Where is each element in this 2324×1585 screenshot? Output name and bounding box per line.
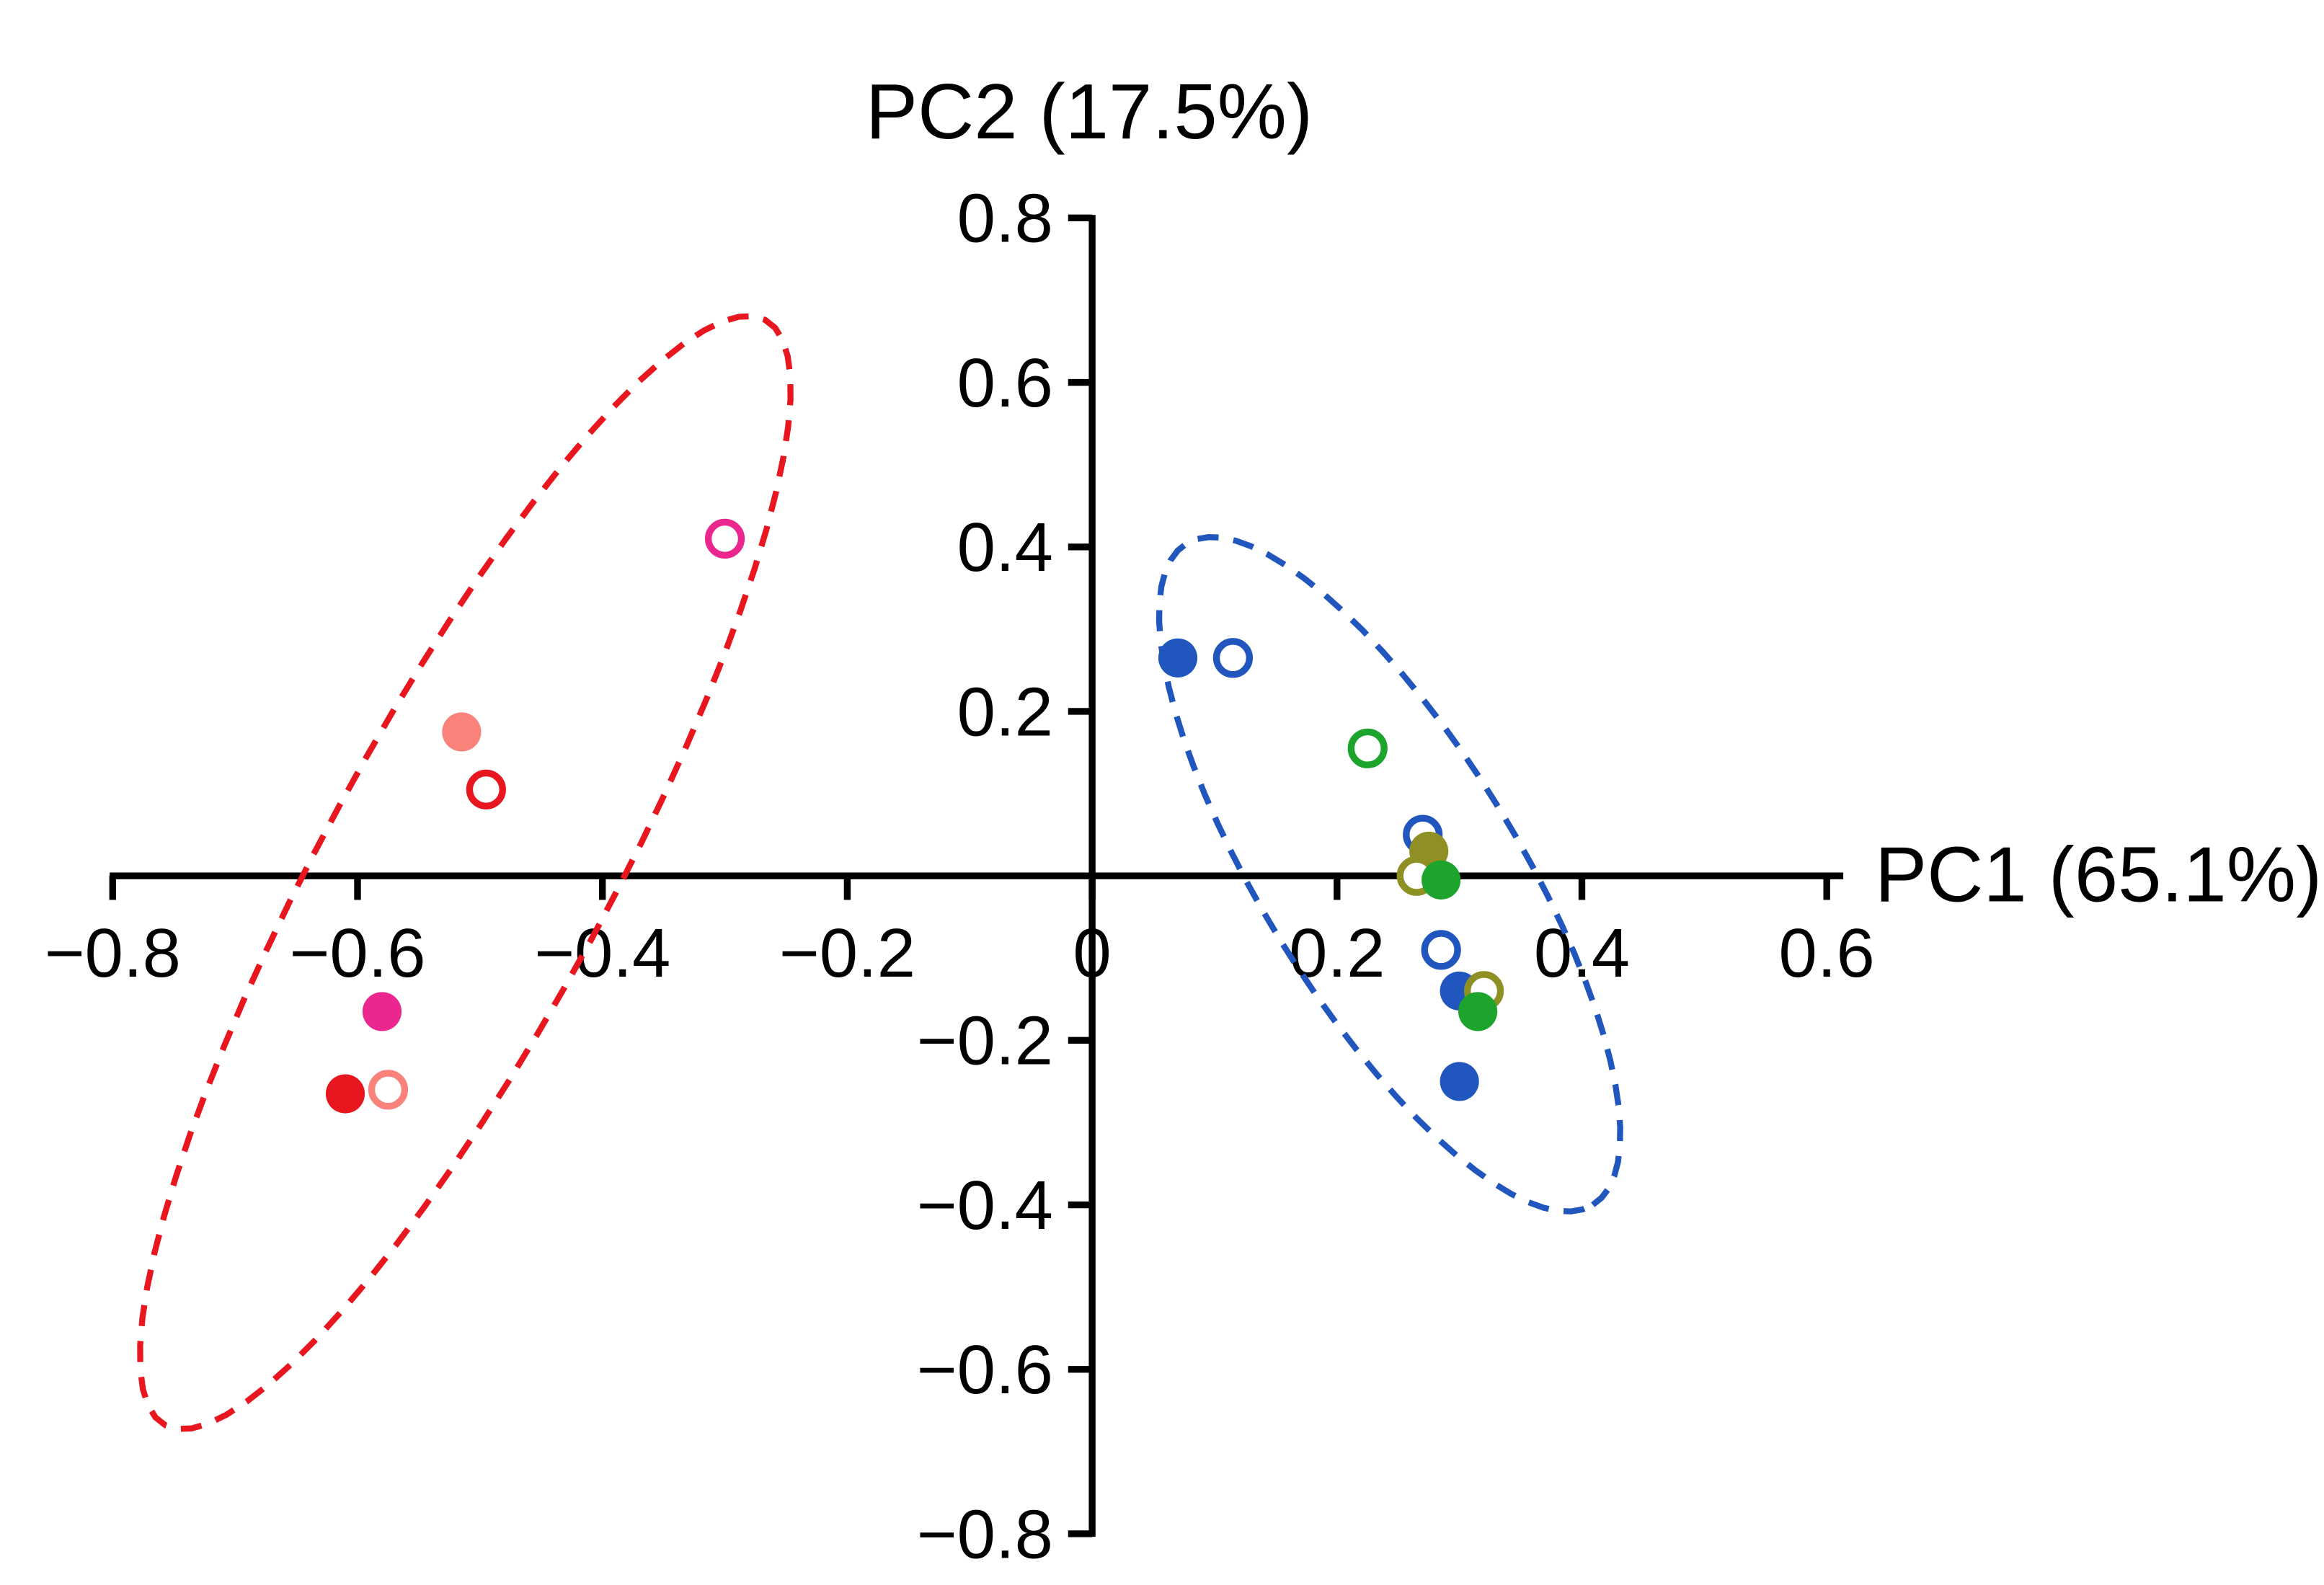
x-tick-label: −0.8 [45, 915, 181, 992]
data-point-green-open [1347, 728, 1388, 768]
data-point-blue-filled [1440, 1062, 1479, 1101]
data-point-red-filled [325, 1074, 365, 1114]
x-tick-label: −0.2 [779, 915, 915, 992]
data-point-blue-filled [1158, 638, 1198, 678]
data-point-blue-open [1212, 638, 1254, 678]
x-tick-label: −0.6 [289, 915, 425, 992]
data-point-pink-filled [362, 992, 402, 1031]
y-tick-label: −0.8 [917, 1496, 1053, 1573]
data-point-salmon-open [368, 1070, 409, 1110]
y-axis-title: PC2 (17.5%) [866, 68, 1313, 155]
y-tick-label: −0.6 [917, 1331, 1053, 1408]
y-tick-label: −0.2 [917, 1003, 1053, 1080]
x-tick-label: −0.4 [534, 915, 670, 992]
data-point-red-open [466, 769, 506, 809]
y-tick-label: 0.8 [957, 180, 1053, 257]
data-point-salmon-filled [442, 712, 482, 752]
x-tick-label: 0.4 [1534, 915, 1630, 992]
data-point-green-filled [1422, 860, 1461, 900]
x-tick-label: 0 [1073, 915, 1111, 992]
data-point-blue-open [1421, 930, 1461, 970]
red-cluster-ellipse [137, 313, 794, 1432]
y-tick-label: 0.6 [957, 345, 1053, 422]
data-point-pink-open [704, 518, 745, 559]
y-tick-label: 0.2 [957, 673, 1053, 750]
x-axis-title: PC1 (65.1%) [1875, 831, 2322, 918]
data-point-green-filled [1458, 992, 1498, 1031]
y-tick-label: −0.4 [917, 1167, 1053, 1244]
x-tick-label: 0.6 [1779, 915, 1875, 992]
blue-cluster-ellipse [1156, 534, 1623, 1215]
y-tick-label: 0.4 [957, 509, 1053, 586]
